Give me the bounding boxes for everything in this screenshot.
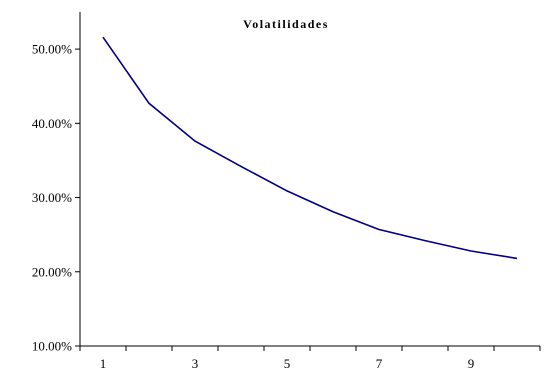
x-tick-label: 7 xyxy=(376,356,383,371)
axes: 10.00% 20.00% 30.00% 40.00% 50.00% 1 3 5 7 9 xyxy=(32,12,541,371)
x-tick-label: 3 xyxy=(192,356,199,371)
series-layer xyxy=(102,36,518,260)
x-tick-label: 5 xyxy=(284,356,291,371)
y-tick-label: 20.00% xyxy=(32,264,72,279)
chart-title: Volatilidades xyxy=(243,17,329,31)
y-tick-label: 50.00% xyxy=(32,42,72,57)
x-tick-label: 1 xyxy=(100,356,107,371)
y-tick-label: 40.00% xyxy=(32,116,72,131)
y-tick-label: 30.00% xyxy=(32,190,72,205)
y-tick-label: 10.00% xyxy=(32,339,72,354)
x-tick-label: 9 xyxy=(468,356,475,371)
series-line xyxy=(102,36,518,260)
